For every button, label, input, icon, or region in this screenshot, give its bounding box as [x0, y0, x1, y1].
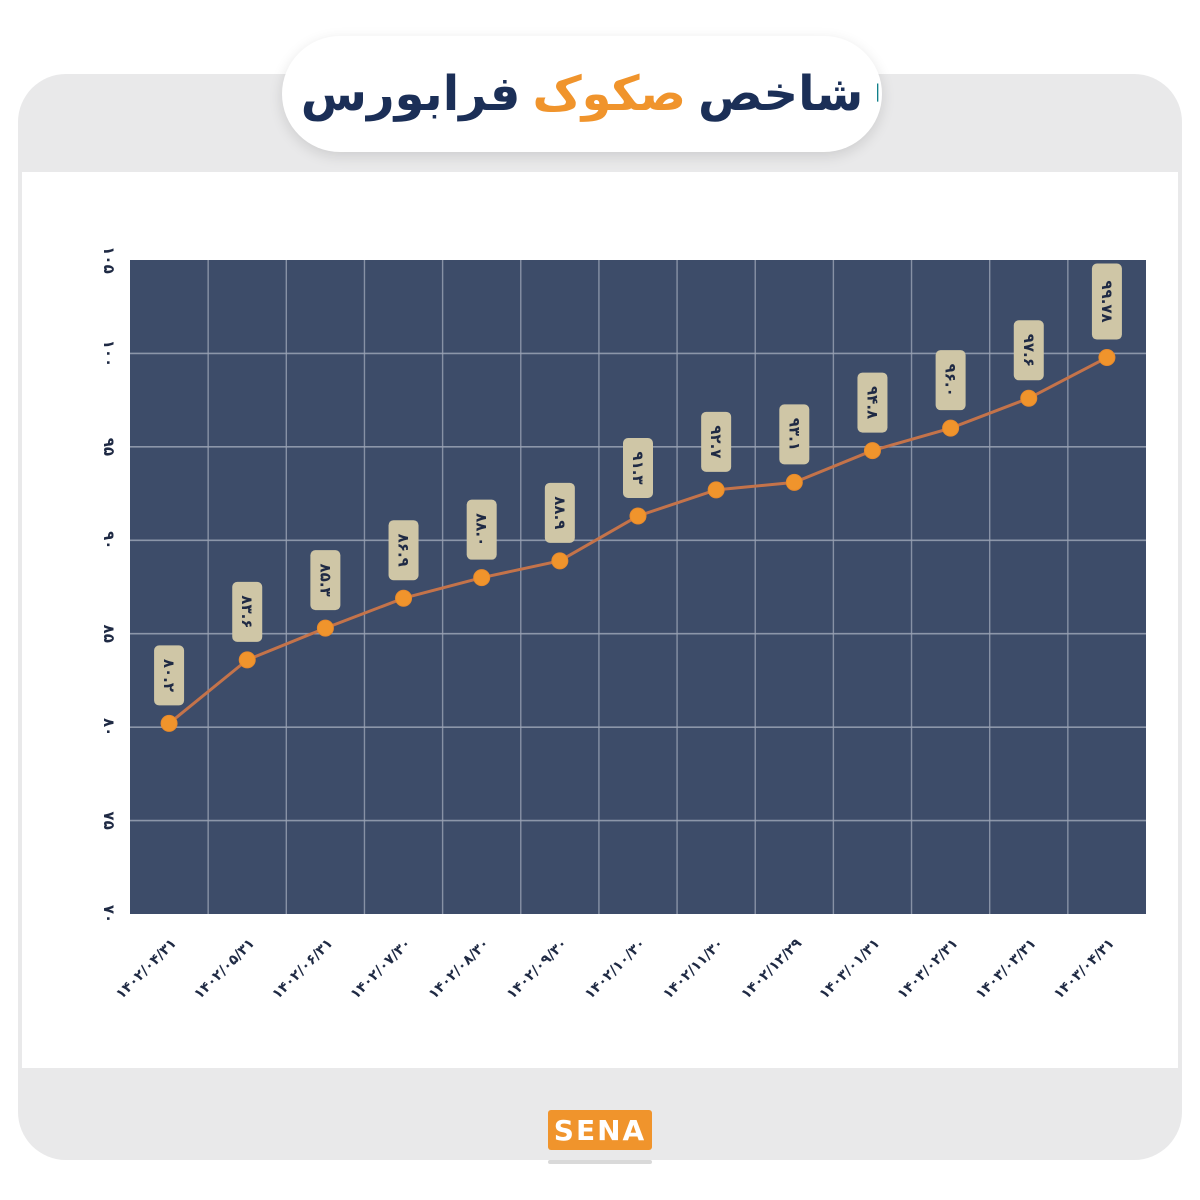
data-label: ۹۶.۰: [942, 364, 960, 397]
plot-area: [130, 260, 1146, 914]
y-tick-label: ۹۵: [100, 438, 118, 456]
data-point: [316, 619, 334, 637]
y-tick-label: ۱۰۰: [100, 340, 118, 367]
x-tick-label: ۱۴۰۲/۰۶/۳۱: [269, 936, 336, 1003]
x-tick-label: ۱۴۰۳/۰۱/۳۱: [816, 936, 883, 1003]
data-point: [629, 507, 647, 525]
x-tick-label: ۱۴۰۳/۰۲/۳۱: [895, 936, 962, 1003]
y-tick-label: ۷۵: [100, 811, 118, 829]
data-point: [1098, 349, 1116, 367]
x-tick-label: ۱۴۰۲/۰۸/۳۰: [426, 936, 493, 1003]
data-label: ۸۶.۹: [395, 534, 413, 567]
data-label-box: [310, 550, 341, 611]
x-tick-label: ۱۴۰۲/۱۰/۳۰: [582, 936, 649, 1003]
title-word-2: صکوک: [532, 66, 686, 122]
data-point: [551, 552, 569, 570]
data-point: [785, 473, 803, 491]
data-label-box: [1013, 320, 1044, 381]
data-label-box: [544, 482, 575, 543]
data-label-box: [779, 404, 810, 465]
data-label-box: [623, 437, 653, 498]
data-point: [1020, 389, 1038, 407]
logo-underline: [548, 1160, 652, 1164]
data-label: ۸۳.۶: [238, 595, 256, 628]
x-tick-label: ۱۴۰۲/۱۱/۳۰: [660, 936, 727, 1003]
x-tick-label: ۱۴۰۲/۰۷/۳۰: [347, 936, 414, 1003]
y-tick-label: ۸۵: [100, 625, 118, 643]
data-label: ۹۲.۷: [707, 425, 725, 458]
sena-logo: SENA: [548, 1110, 652, 1150]
close-quote-icon: ❞: [282, 74, 287, 144]
open-quote-icon: ❝: [877, 62, 882, 132]
x-tick-label: ۱۴۰۲/۰۵/۳۱: [191, 936, 258, 1003]
data-label-box: [857, 372, 888, 433]
title-banner: ❝ شاخص صکوک فرابورس ❞: [282, 36, 882, 152]
data-label-box: [154, 645, 185, 706]
x-tick-label: ۱۴۰۳/۰۴/۳۱: [1051, 936, 1118, 1003]
page-title: شاخص صکوک فرابورس: [301, 66, 864, 122]
data-label-box: [701, 411, 732, 472]
data-point: [707, 481, 725, 499]
x-tick-label: ۱۴۰۲/۱۲/۲۹: [738, 935, 805, 1002]
title-word-1: شاخص: [697, 66, 864, 122]
title-word-3: فرابورس: [300, 66, 521, 122]
y-tick-label: ۹۰: [100, 531, 118, 549]
data-point: [160, 714, 178, 732]
data-point: [473, 569, 491, 587]
data-label: ۹۷.۶: [1020, 334, 1038, 367]
y-tick-label: ۷۰: [100, 905, 118, 923]
data-label-box: [388, 520, 419, 581]
data-label: ۹۴.۸: [863, 386, 881, 419]
data-label: ۹۱.۳: [629, 451, 647, 484]
x-tick-label: ۱۴۰۲/۰۹/۳۰: [504, 936, 571, 1003]
data-label: ۹۳.۱: [785, 418, 803, 451]
data-point: [942, 419, 960, 437]
y-tick-label: ۱۰۵: [100, 246, 118, 273]
data-label: ۸۸.۹: [551, 496, 569, 529]
data-label-box: [935, 350, 966, 411]
data-point: [863, 442, 881, 460]
data-point: [395, 589, 413, 607]
data-label: ۸۰.۲: [160, 659, 178, 692]
data-label-box: [466, 499, 497, 560]
x-tick-label: ۱۴۰۳/۰۳/۳۱: [973, 936, 1040, 1003]
x-tick-label: ۱۴۰۲/۰۴/۳۱: [113, 936, 180, 1003]
data-label-box: [1091, 263, 1122, 340]
data-label: ۸۵.۳: [316, 564, 334, 597]
data-label-box: [232, 581, 263, 642]
y-tick-label: ۸۰: [100, 718, 118, 736]
data-point: [238, 651, 256, 669]
data-label: ۹۹.۷۸: [1098, 280, 1116, 322]
data-label: ۸۸.۰: [473, 513, 491, 546]
